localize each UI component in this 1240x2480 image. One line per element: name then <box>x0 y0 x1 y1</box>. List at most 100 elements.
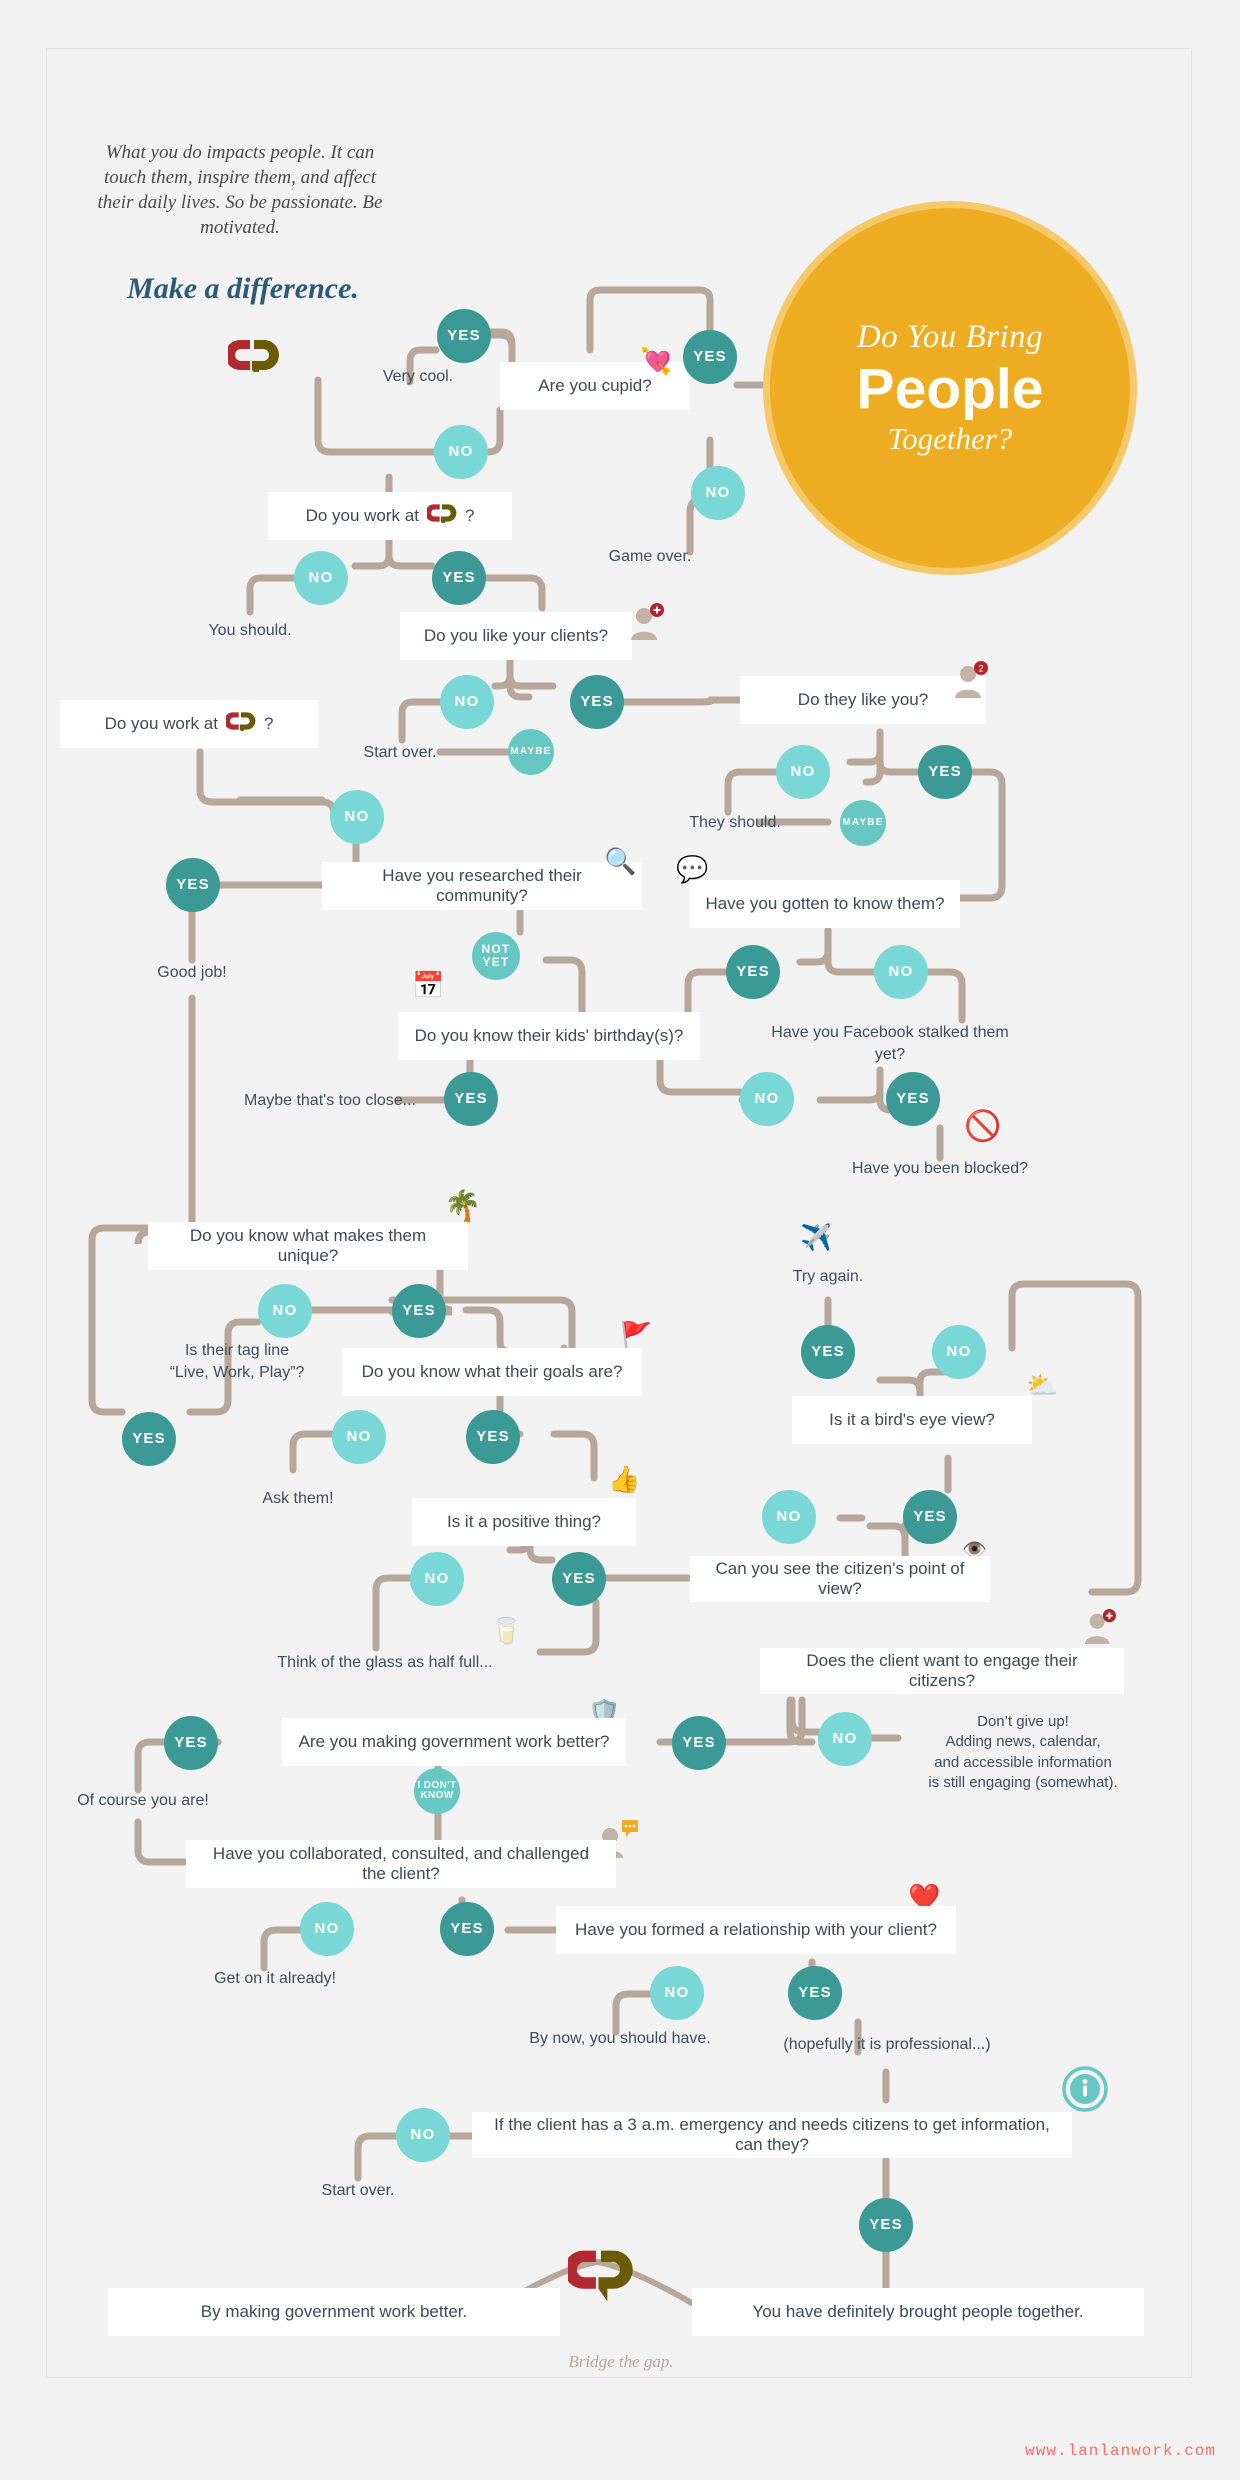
cp-logo-icon <box>425 503 457 528</box>
q-engage-label: Does the client want to engage their cit… <box>806 1650 1078 1690</box>
question-are-you-cupid-label: Are you cupid? <box>538 375 652 395</box>
question-do-you-work-at-cp-top[interactable]: Do you work at ? <box>268 492 512 540</box>
node-yes-left-column[interactable]: YES <box>166 858 220 912</box>
node-no-collaborated[interactable]: NO <box>300 1902 354 1956</box>
node-no-positive[interactable]: NO <box>410 1552 464 1606</box>
comment-they-should: They should. <box>689 814 781 831</box>
thumbs-up-icon: 👍 <box>608 1464 641 1494</box>
question-citizens-point-of-view[interactable]: Can you see the citizen's point of view? <box>690 1556 990 1602</box>
question-have-you-gotten-to-know-them[interactable]: Have you gotten to know them? <box>690 880 960 928</box>
node-maybe-clients[interactable]: MAYBE <box>508 729 554 775</box>
node-yes-tag-line[interactable]: YES <box>122 1412 176 1466</box>
q-positive-label: Is it a positive thing? <box>446 1511 602 1531</box>
title-line-2: People <box>856 356 1044 421</box>
node-no-goals[interactable]: NO <box>332 1410 386 1464</box>
comment-by-now-you-should-have: By now, you should have. <box>529 2030 711 2047</box>
node-yes-do-they-like-you[interactable]: YES <box>918 745 972 799</box>
person-add-icon <box>1082 1608 1116 1651</box>
cp-logo-icon <box>225 338 280 378</box>
glass-water-icon: 🥛 <box>490 1616 523 1646</box>
node-yes-goals[interactable]: YES <box>466 1410 520 1464</box>
q-collaborated-label: Have you collaborated, consulted, and ch… <box>212 1843 590 1883</box>
node-no-facebook-stalked[interactable]: NO <box>740 1072 794 1126</box>
node-no-citizens-pov[interactable]: NO <box>762 1490 816 1544</box>
node-maybe-do-they-like-you[interactable]: MAYBE <box>840 800 886 846</box>
node-no-relationship[interactable]: NO <box>650 1966 704 2020</box>
cp-logo-icon <box>564 2248 634 2309</box>
node-yes-gov-better-right[interactable]: YES <box>672 1716 726 1770</box>
comment-game-over: Game over. <box>608 548 692 565</box>
node-no-engage-citizens[interactable]: NO <box>818 1712 872 1766</box>
question-birds-eye-view[interactable]: Is it a bird's eye view? <box>792 1396 1032 1444</box>
comment-glass-half-full: Think of the glass as half full... <box>277 1654 493 1671</box>
q-cp-top-text: Do you work at <box>305 505 419 525</box>
comment-get-on-it: Get on it already! <box>214 1970 336 1987</box>
node-yes-citizens-pov[interactable]: YES <box>903 1490 957 1544</box>
heart-arrow-icon: 💘 <box>640 346 673 376</box>
node-yes-know-them[interactable]: YES <box>726 945 780 999</box>
comment-you-should: You should. <box>208 622 292 639</box>
node-no-know-them[interactable]: NO <box>874 945 928 999</box>
node-yes-birds-eye[interactable]: YES <box>801 1325 855 1379</box>
question-are-you-cupid[interactable]: Are you cupid? <box>500 362 690 410</box>
question-kids-birthdays[interactable]: Do you know their kids' birthday(s)? <box>398 1012 700 1060</box>
question-makes-them-unique[interactable]: Do you know what makes them unique? <box>148 1222 468 1270</box>
question-researched-their-community[interactable]: Have you researched their community? <box>322 862 642 910</box>
person-badge-2-icon: 2 <box>952 660 988 705</box>
node-yes-collaborated[interactable]: YES <box>440 1902 494 1956</box>
node-no-clients[interactable]: NO <box>440 675 494 729</box>
question-government-work-better[interactable]: Are you making government work better? <box>282 1718 626 1766</box>
node-not-yet-community[interactable]: NOT YET <box>472 932 520 980</box>
node-no-cupid-gameover[interactable]: NO <box>691 466 745 520</box>
node-yes-facebook-stalked[interactable]: YES <box>886 1072 940 1126</box>
node-no-unique[interactable]: NO <box>258 1284 312 1338</box>
node-yes-3am[interactable]: YES <box>859 2198 913 2252</box>
outcome-brought-people-together[interactable]: You have definitely brought people toget… <box>692 2288 1144 2336</box>
cp-logo-icon <box>224 711 256 736</box>
node-no-do-they-like-you[interactable]: NO <box>776 745 830 799</box>
node-no-cp-top[interactable]: NO <box>294 551 348 605</box>
question-is-it-a-positive-thing[interactable]: Is it a positive thing? <box>412 1498 636 1546</box>
node-no-3am[interactable]: NO <box>396 2108 450 2162</box>
node-yes-cp-top[interactable]: YES <box>432 551 486 605</box>
node-yes-cupid[interactable]: YES <box>683 330 737 384</box>
node-yes-kids-birthdays[interactable]: YES <box>444 1072 498 1126</box>
question-have-you-been-blocked[interactable]: Have you been blocked? <box>851 1160 1029 1177</box>
question-3am-emergency[interactable]: If the client has a 3 a.m. emergency and… <box>472 2112 1072 2158</box>
question-do-you-like-your-clients[interactable]: Do you like your clients? <box>400 612 632 660</box>
title-circle: Do You Bring People Together? <box>770 208 1130 568</box>
node-no-to-research-community[interactable]: NO <box>330 790 384 844</box>
node-yes-clients[interactable]: YES <box>570 675 624 729</box>
question-their-goals[interactable]: Do you know what their goals are? <box>342 1348 642 1396</box>
question-facebook-stalked[interactable]: Have you Facebook stalked them yet? <box>771 1024 1009 1063</box>
q-research-community-label: Have you researched their community? <box>382 865 582 905</box>
comment-start-over-1: Start over. <box>363 744 437 761</box>
outcome-by-making-government-work-better[interactable]: By making government work better. <box>108 2288 560 2336</box>
red-flag-icon: 🚩 <box>620 1320 653 1350</box>
sun-cloud-icon: ⛅ <box>1026 1370 1059 1400</box>
node-yes-relationship[interactable]: YES <box>788 1966 842 2020</box>
q-goals-label: Do you know what their goals are? <box>361 1361 623 1381</box>
question-engage-their-citizens[interactable]: Does the client want to engage their cit… <box>760 1648 1124 1694</box>
question-do-they-like-you[interactable]: Do they like you? <box>740 676 986 724</box>
q-birds-eye-label: Is it a bird's eye view? <box>829 1409 995 1429</box>
info-icon <box>1062 2066 1108 2117</box>
question-collaborated-consulted-challenged[interactable]: Have you collaborated, consulted, and ch… <box>186 1840 616 1888</box>
eye-icon: 👁️ <box>962 1539 987 1561</box>
question-formed-a-relationship[interactable]: Have you formed a relationship with your… <box>556 1906 956 1954</box>
node-i-dont-know-gov-better[interactable]: I DON'T KNOW <box>414 1768 460 1814</box>
node-yes-unique[interactable]: YES <box>392 1284 446 1338</box>
outcome-right-label: You have definitely brought people toget… <box>752 2301 1084 2321</box>
q-cp-left-text: Do you work at <box>104 713 218 733</box>
node-yes-gov-better-left[interactable]: YES <box>164 1716 218 1770</box>
node-yes-very-cool[interactable]: YES <box>437 309 491 363</box>
comment-start-over-2: Start over. <box>321 2182 395 2199</box>
node-yes-positive[interactable]: YES <box>552 1552 606 1606</box>
comment-hopefully-professional: (hopefully it is professional...) <box>783 2036 991 2053</box>
node-no-are-you-cupid[interactable]: NO <box>434 425 488 479</box>
q-cp-left-suffix: ? <box>263 713 274 733</box>
question-do-you-work-at-cp-left[interactable]: Do you work at ? <box>60 700 318 748</box>
node-no-birds-eye[interactable]: NO <box>932 1325 986 1379</box>
title-line-3: Together? <box>887 421 1013 457</box>
q-citizens-pov-label: Can you see the citizen's point of view? <box>715 1558 965 1598</box>
